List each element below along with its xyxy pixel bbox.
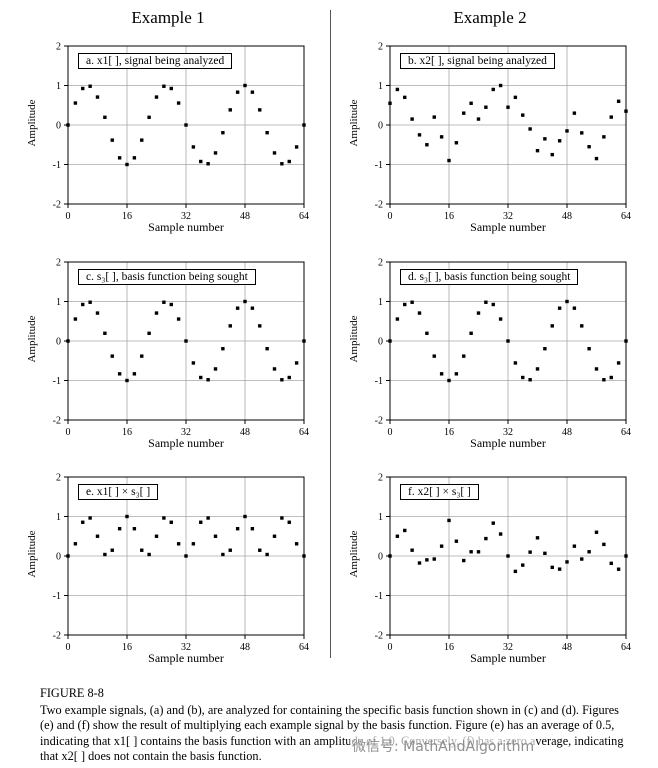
figure-label: FIGURE 8-8 — [40, 686, 104, 700]
svg-text:16: 16 — [122, 427, 132, 438]
svg-text:0: 0 — [56, 337, 61, 348]
svg-text:1: 1 — [378, 81, 383, 92]
svg-text:2: 2 — [378, 258, 383, 269]
svg-text:-1: -1 — [375, 160, 383, 171]
plot-a-canvas: 0 16 32 48 64 -2 -1 0 1 2 — [53, 42, 309, 223]
plot-a-xlabel: Sample number — [148, 220, 224, 234]
svg-text:48: 48 — [240, 642, 250, 653]
svg-text:0: 0 — [378, 552, 383, 563]
plot-e-xlabel: Sample number — [148, 651, 224, 665]
svg-text:48: 48 — [562, 211, 572, 222]
plot-a-ylabel: Amplitude — [26, 99, 38, 147]
plot-d-canvas: 0 16 32 48 64 -2 -1 0 1 2 — [375, 258, 631, 439]
svg-text:48: 48 — [240, 427, 250, 438]
example1-header: Example 1 — [131, 8, 205, 27]
svg-text:16: 16 — [444, 642, 454, 653]
svg-text:-2: -2 — [375, 200, 383, 211]
svg-text:-2: -2 — [53, 416, 61, 427]
svg-text:1: 1 — [56, 297, 61, 308]
svg-text:-1: -1 — [375, 591, 383, 602]
example2-header: Example 2 — [453, 8, 527, 27]
svg-text:-2: -2 — [53, 631, 61, 642]
svg-text:0: 0 — [56, 121, 61, 132]
svg-text:-1: -1 — [53, 376, 61, 387]
svg-text:2: 2 — [56, 42, 61, 53]
svg-text:0: 0 — [388, 427, 393, 438]
plot-f-canvas: 0 16 32 48 64 -2 -1 0 1 2 — [375, 473, 631, 654]
svg-text:16: 16 — [444, 211, 454, 222]
plot-e-ylabel: Amplitude — [26, 530, 38, 578]
svg-text:2: 2 — [56, 473, 61, 484]
svg-text:32: 32 — [503, 427, 513, 438]
column-divider — [330, 10, 331, 658]
figure-caption-text: Two example signals, (a) and (b), are an… — [40, 703, 624, 763]
plot-b-xlabel: Sample number — [470, 220, 546, 234]
svg-text:0: 0 — [388, 211, 393, 222]
svg-text:-2: -2 — [375, 631, 383, 642]
svg-text:64: 64 — [299, 642, 309, 653]
svg-text:32: 32 — [503, 642, 513, 653]
plot-b: Amplitude 0 16 32 48 64 -2 -1 0 1 2 b. x2[ ], sig… — [340, 36, 640, 241]
svg-text:64: 64 — [299, 427, 309, 438]
svg-text:48: 48 — [562, 642, 572, 653]
svg-text:1: 1 — [56, 512, 61, 523]
svg-text:-1: -1 — [53, 591, 61, 602]
svg-text:64: 64 — [299, 211, 309, 222]
svg-text:2: 2 — [378, 42, 383, 53]
svg-text:-2: -2 — [53, 200, 61, 211]
plot-b-ylabel: Amplitude — [348, 99, 360, 147]
plot-d-xlabel: Sample number — [470, 436, 546, 450]
svg-text:0: 0 — [66, 642, 71, 653]
svg-text:32: 32 — [181, 211, 191, 222]
plot-c-canvas: 0 16 32 48 64 -2 -1 0 1 2 — [53, 258, 309, 439]
svg-text:1: 1 — [378, 297, 383, 308]
svg-text:-2: -2 — [375, 416, 383, 427]
svg-text:0: 0 — [66, 427, 71, 438]
plot-c-title: c. s₃[ ], basis function being sought — [78, 269, 256, 285]
plot-b-title: b. x2[ ], signal being analyzed — [400, 53, 555, 69]
svg-text:48: 48 — [240, 211, 250, 222]
plot-e-title: e. x1[ ] × s₃[ ] — [78, 484, 159, 500]
svg-text:2: 2 — [378, 473, 383, 484]
plot-b-canvas: 0 16 32 48 64 -2 -1 0 1 2 — [375, 42, 631, 223]
svg-text:0: 0 — [378, 337, 383, 348]
svg-text:16: 16 — [122, 211, 132, 222]
svg-text:0: 0 — [56, 552, 61, 563]
plot-f: Amplitude 0 16 32 48 64 -2 -1 0 1 2 f. x2[ ] × s₃… — [340, 467, 640, 672]
plot-a: Amplitude 0 16 32 48 64 -2 -1 0 1 2 a. x1[ ], sig… — [18, 36, 318, 241]
svg-text:-1: -1 — [375, 376, 383, 387]
plot-f-ylabel: Amplitude — [348, 530, 360, 578]
svg-text:-1: -1 — [53, 160, 61, 171]
svg-text:0: 0 — [388, 642, 393, 653]
svg-text:64: 64 — [621, 211, 631, 222]
svg-text:1: 1 — [378, 512, 383, 523]
watermark: 微信号: MathAndAlgorithm — [350, 736, 537, 756]
plot-f-xlabel: Sample number — [470, 651, 546, 665]
plot-d: Amplitude 0 16 32 48 64 -2 -1 0 1 2 d. s₃[ ], bas… — [340, 252, 640, 457]
svg-text:32: 32 — [503, 211, 513, 222]
svg-text:32: 32 — [181, 427, 191, 438]
plot-c: Amplitude 0 16 32 48 64 -2 -1 0 1 2 c. s₃[ ], bas… — [18, 252, 318, 457]
svg-text:48: 48 — [562, 427, 572, 438]
svg-text:32: 32 — [181, 642, 191, 653]
plot-e-canvas: 0 16 32 48 64 -2 -1 0 1 2 — [53, 473, 309, 654]
plot-d-ylabel: Amplitude — [348, 315, 360, 363]
plot-c-xlabel: Sample number — [148, 436, 224, 450]
plot-e: Amplitude 0 16 32 48 64 -2 -1 0 1 2 e. x1[ ] × s₃… — [18, 467, 318, 672]
figure-caption: FIGURE 8-8 Two example signals, (a) and … — [40, 686, 630, 764]
plot-d-title: d. s₃[ ], basis function being sought — [400, 269, 579, 285]
svg-text:64: 64 — [621, 642, 631, 653]
svg-text:64: 64 — [621, 427, 631, 438]
plot-a-title: a. x1[ ], signal being analyzed — [78, 53, 233, 69]
svg-text:16: 16 — [444, 427, 454, 438]
svg-text:16: 16 — [122, 642, 132, 653]
svg-text:1: 1 — [56, 81, 61, 92]
plot-c-ylabel: Amplitude — [26, 315, 38, 363]
plot-f-title: f. x2[ ] × s₃[ ] — [400, 484, 479, 500]
svg-text:0: 0 — [378, 121, 383, 132]
svg-text:0: 0 — [66, 211, 71, 222]
svg-text:2: 2 — [56, 258, 61, 269]
